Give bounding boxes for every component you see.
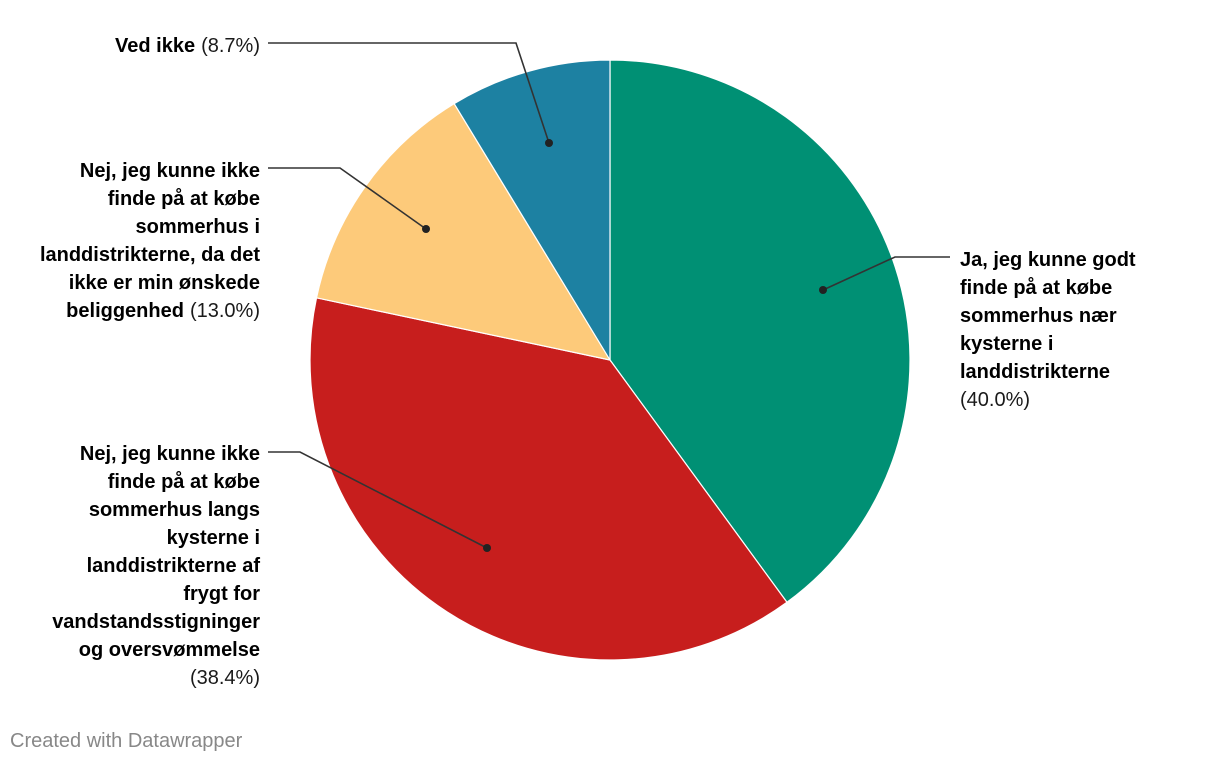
- slice-label-name: Ja, jeg kunne godt: [960, 249, 1136, 271]
- slice-label-percent: (38.4%): [190, 667, 260, 689]
- slice-label-name: kysterne i: [960, 333, 1053, 355]
- pie-slice: [309, 297, 788, 661]
- label-leader-dot: [819, 286, 827, 294]
- slice-label-name: landdistrikterne, da det: [40, 244, 260, 266]
- slice-label-name: finde på at købe: [960, 276, 1112, 299]
- slice-label-percent: (40.0%): [960, 389, 1030, 411]
- slice-label-name: Nej, jeg kunne ikke: [80, 160, 260, 182]
- slice-label-name: landdistrikterne: [960, 361, 1110, 383]
- slice-label: Nej, jeg kunne ikke finde på at købe somme…: [52, 443, 260, 689]
- pie-slice: [609, 59, 911, 604]
- label-leader-dot: [422, 225, 430, 233]
- slice-label-name: Ved ikke: [115, 35, 195, 57]
- slice-label-name: Nej, jeg kunne ikke: [80, 443, 260, 465]
- slice-label-name: kysterne i: [167, 527, 260, 549]
- label-leader-line: [268, 451, 488, 549]
- slice-label-name: frygt for: [183, 583, 260, 605]
- slice-label-name: beliggenhed: [66, 300, 184, 322]
- datawrapper-credit: Created with Datawrapper: [10, 730, 243, 752]
- slice-label-name: finde på at købe: [108, 187, 260, 210]
- slice-label-name: finde på at købe: [108, 470, 260, 493]
- slice-label-name: sommerhus nær: [960, 305, 1117, 327]
- pie-slice: [453, 59, 611, 363]
- label-leader-dot: [483, 544, 491, 552]
- label-leader-line: [822, 256, 950, 291]
- slice-label-name: sommerhus i: [136, 216, 260, 238]
- slice-label: Ved ikke (8.7%): [115, 35, 260, 57]
- slice-label: Nej, jeg kunne ikke finde på at købe somme…: [40, 160, 260, 322]
- label-leader-dot: [545, 139, 553, 147]
- slice-label-name: ikke er min ønskede: [69, 272, 260, 294]
- slice-label: Ja, jeg kunne godt finde på at købe sommer…: [960, 249, 1136, 411]
- slice-label-name: landdistrikterne af: [87, 555, 261, 577]
- label-leader-line: [268, 42, 550, 144]
- slice-label-percent: (13.0%): [190, 300, 260, 322]
- slice-label-name: vandstandsstigninger: [52, 611, 260, 633]
- slice-label-name: og oversvømmelse: [79, 639, 260, 661]
- slice-label-percent: (8.7%): [201, 35, 260, 57]
- slice-label-name: sommerhus langs: [89, 499, 260, 521]
- label-leader-line: [268, 167, 427, 230]
